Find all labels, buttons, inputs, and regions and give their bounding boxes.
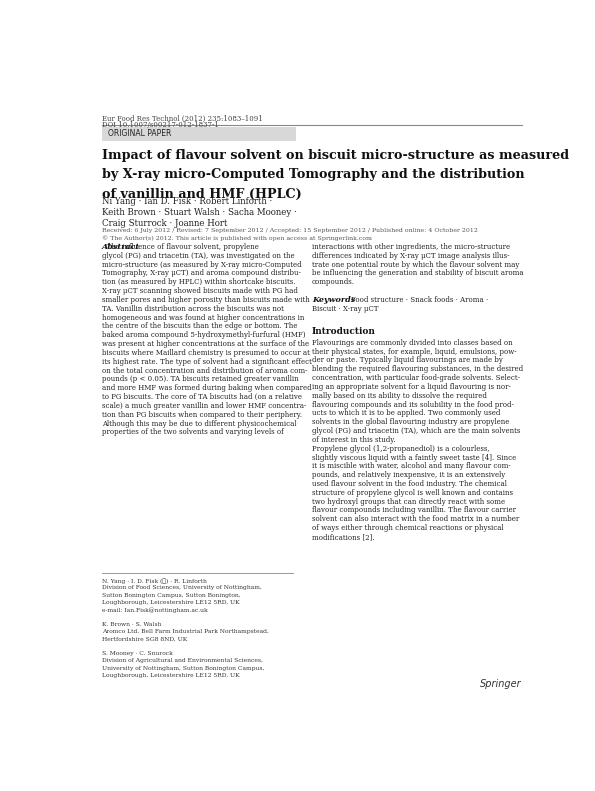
Text: e-mail: Ian.Fisk@nottingham.ac.uk: e-mail: Ian.Fisk@nottingham.ac.uk xyxy=(102,607,208,613)
Text: slightly viscous liquid with a faintly sweet taste [4]. Since: slightly viscous liquid with a faintly s… xyxy=(312,453,516,461)
Text: Keith Brown · Stuart Walsh · Sacha Mooney ·: Keith Brown · Stuart Walsh · Sacha Moone… xyxy=(102,207,297,217)
Text: Sutton Bonington Campus, Sutton Bonington,: Sutton Bonington Campus, Sutton Boningto… xyxy=(102,592,240,597)
Text: Aromco Ltd, Bell Farm Industrial Park Northampstead,: Aromco Ltd, Bell Farm Industrial Park No… xyxy=(102,629,269,634)
Text: it is miscible with water, alcohol and many flavour com-: it is miscible with water, alcohol and m… xyxy=(312,463,511,471)
Text: S. Mooney · C. Snurock: S. Mooney · C. Snurock xyxy=(102,651,173,656)
Text: K. Brown · S. Walsh: K. Brown · S. Walsh xyxy=(102,622,162,626)
Text: baked aroma compound 5-hydroxymethyl-furfural (HMF): baked aroma compound 5-hydroxymethyl-fur… xyxy=(102,331,306,339)
Text: compounds.: compounds. xyxy=(312,278,355,286)
Text: of interest in this study.: of interest in this study. xyxy=(312,436,396,444)
Text: be influencing the generation and stability of biscuit aroma: be influencing the generation and stabil… xyxy=(312,270,524,278)
Text: Division of Food Sciences, University of Nottingham,: Division of Food Sciences, University of… xyxy=(102,585,262,590)
Text: the centre of the biscuits than the edge or bottom. The: the centre of the biscuits than the edge… xyxy=(102,323,298,331)
Text: Loughborough, Leicestershire LE12 5RD, UK: Loughborough, Leicestershire LE12 5RD, U… xyxy=(102,673,240,678)
Text: was present at higher concentrations at the surface of the: was present at higher concentrations at … xyxy=(102,340,309,348)
Text: and more HMF was formed during baking when compared: and more HMF was formed during baking wh… xyxy=(102,384,312,392)
Text: homogeneous and was found at higher concentrations in: homogeneous and was found at higher conc… xyxy=(102,313,305,322)
Text: modifications [2].: modifications [2]. xyxy=(312,533,374,541)
Text: by X-ray micro-Computed Tomography and the distribution: by X-ray micro-Computed Tomography and t… xyxy=(102,168,525,181)
Bar xyxy=(102,127,296,142)
Text: TA. Vanillin distribution across the biscuits was not: TA. Vanillin distribution across the bis… xyxy=(102,305,284,312)
Text: Abstract: Abstract xyxy=(102,243,140,251)
Text: University of Nottingham, Sutton Bonington Campus,: University of Nottingham, Sutton Boningt… xyxy=(102,665,264,671)
Text: used flavour solvent in the food industry. The chemical: used flavour solvent in the food industr… xyxy=(312,480,507,488)
Text: Introduction: Introduction xyxy=(312,327,375,336)
Text: scale) a much greater vanillin and lower HMF concentra-: scale) a much greater vanillin and lower… xyxy=(102,402,306,410)
Text: structure of propylene glycol is well known and contains: structure of propylene glycol is well kn… xyxy=(312,489,513,497)
Text: two hydroxyl groups that can directly react with some: two hydroxyl groups that can directly re… xyxy=(312,498,505,505)
Text: ORIGINAL PAPER: ORIGINAL PAPER xyxy=(108,130,171,138)
Text: pounds (p < 0.05). TA biscuits retained greater vanillin: pounds (p < 0.05). TA biscuits retained … xyxy=(102,376,299,384)
Text: Received: 6 July 2012 / Revised: 7 September 2012 / Accepted: 15 September 2012 : Received: 6 July 2012 / Revised: 7 Septe… xyxy=(102,228,478,233)
Text: DOI 10.1007/s00217-012-1837-1: DOI 10.1007/s00217-012-1837-1 xyxy=(102,120,219,128)
Text: differences indicated by X-ray μCT image analysis illus-: differences indicated by X-ray μCT image… xyxy=(312,252,509,259)
Text: of vanillin and HMF (HPLC): of vanillin and HMF (HPLC) xyxy=(102,187,302,200)
Text: blending the required flavouring substances, in the desired: blending the required flavouring substan… xyxy=(312,365,523,373)
Text: Flavourings are commonly divided into classes based on: Flavourings are commonly divided into cl… xyxy=(312,339,512,346)
Text: Springer: Springer xyxy=(480,679,522,689)
Text: Craig Sturrock · Joanne Hort: Craig Sturrock · Joanne Hort xyxy=(102,218,227,228)
Text: glycol (PG) and triacetin (TA), which are the main solvents: glycol (PG) and triacetin (TA), which ar… xyxy=(312,427,520,435)
Text: pounds, and relatively inexpensive, it is an extensively: pounds, and relatively inexpensive, it i… xyxy=(312,471,505,479)
Text: its highest rate. The type of solvent had a significant effect: its highest rate. The type of solvent ha… xyxy=(102,358,312,365)
Text: Although this may be due to different physicochemical: Although this may be due to different ph… xyxy=(102,419,296,428)
Text: X-ray μCT scanning showed biscuits made with PG had: X-ray μCT scanning showed biscuits made … xyxy=(102,287,298,295)
Text: ucts to which it is to be applied. Two commonly used: ucts to which it is to be applied. Two c… xyxy=(312,410,500,418)
Text: their physical states, for example, liquid, emulsions, pow-: their physical states, for example, liqu… xyxy=(312,347,516,355)
Text: ing an appropriate solvent for a liquid flavouring is nor-: ing an appropriate solvent for a liquid … xyxy=(312,383,511,391)
Text: der or paste. Typically liquid flavourings are made by: der or paste. Typically liquid flavourin… xyxy=(312,357,503,365)
Text: Tomography, X-ray μCT) and aroma compound distribu-: Tomography, X-ray μCT) and aroma compoun… xyxy=(102,270,301,278)
Text: to PG biscuits. The core of TA biscuits had (on a relative: to PG biscuits. The core of TA biscuits … xyxy=(102,393,302,401)
Text: Eur Food Res Technol (2012) 235:1083–1091: Eur Food Res Technol (2012) 235:1083–109… xyxy=(102,115,263,123)
Text: solvents in the global flavouring industry are propylene: solvents in the global flavouring indust… xyxy=(312,418,509,426)
Text: Hertfordshire SG8 8ND, UK: Hertfordshire SG8 8ND, UK xyxy=(102,637,187,642)
Text: glycol (PG) and triacetin (TA), was investigated on the: glycol (PG) and triacetin (TA), was inve… xyxy=(102,252,295,259)
Text: trate one potential route by which the flavour solvent may: trate one potential route by which the f… xyxy=(312,260,519,269)
Text: properties of the two solvents and varying levels of: properties of the two solvents and varyi… xyxy=(102,429,284,437)
Text: N. Yang · I. D. Fisk (✉) · R. Linforth: N. Yang · I. D. Fisk (✉) · R. Linforth xyxy=(102,578,207,584)
Text: on the total concentration and distribution of aroma com-: on the total concentration and distribut… xyxy=(102,366,308,375)
Text: tion (as measured by HPLC) within shortcake biscuits.: tion (as measured by HPLC) within shortc… xyxy=(102,278,296,286)
Text: Loughborough, Leicestershire LE12 5RD, UK: Loughborough, Leicestershire LE12 5RD, U… xyxy=(102,600,240,605)
Text: of ways either through chemical reactions or physical: of ways either through chemical reaction… xyxy=(312,524,503,532)
Text: The influence of flavour solvent, propylene: The influence of flavour solvent, propyl… xyxy=(102,243,259,251)
Text: tion than PG biscuits when compared to their periphery.: tion than PG biscuits when compared to t… xyxy=(102,411,302,418)
Text: flavour compounds including vanillin. The flavour carrier: flavour compounds including vanillin. Th… xyxy=(312,506,516,514)
Text: micro-structure (as measured by X-ray micro-Computed: micro-structure (as measured by X-ray mi… xyxy=(102,260,302,269)
Text: flavouring compounds and its solubility in the food prod-: flavouring compounds and its solubility … xyxy=(312,400,513,408)
Text: interactions with other ingredients, the micro-structure: interactions with other ingredients, the… xyxy=(312,243,510,251)
Text: Impact of flavour solvent on biscuit micro-structure as measured: Impact of flavour solvent on biscuit mic… xyxy=(102,149,569,161)
Text: Biscuit · X-ray μCT: Biscuit · X-ray μCT xyxy=(312,305,378,312)
Text: Propylene glycol (1,2-propanediol) is a colourless,: Propylene glycol (1,2-propanediol) is a … xyxy=(312,445,490,452)
Text: solvent can also interact with the food matrix in a number: solvent can also interact with the food … xyxy=(312,515,519,524)
Text: biscuits where Maillard chemistry is presumed to occur at: biscuits where Maillard chemistry is pre… xyxy=(102,349,310,357)
Text: Keywords: Keywords xyxy=(312,296,355,304)
Text: Food structure · Snack foods · Aroma ·: Food structure · Snack foods · Aroma · xyxy=(351,296,488,304)
Text: smaller pores and higher porosity than biscuits made with: smaller pores and higher porosity than b… xyxy=(102,296,310,304)
Text: © The Author(s) 2012. This article is published with open access at Springerlink: © The Author(s) 2012. This article is pu… xyxy=(102,236,372,241)
Text: concentration, with particular food-grade solvents. Select-: concentration, with particular food-grad… xyxy=(312,374,520,382)
Text: mally based on its ability to dissolve the required: mally based on its ability to dissolve t… xyxy=(312,392,487,399)
Text: Division of Agricultural and Environmental Sciences,: Division of Agricultural and Environment… xyxy=(102,658,263,664)
Text: Ni Yang · Ian D. Fisk · Robert Linforth ·: Ni Yang · Ian D. Fisk · Robert Linforth … xyxy=(102,197,273,206)
